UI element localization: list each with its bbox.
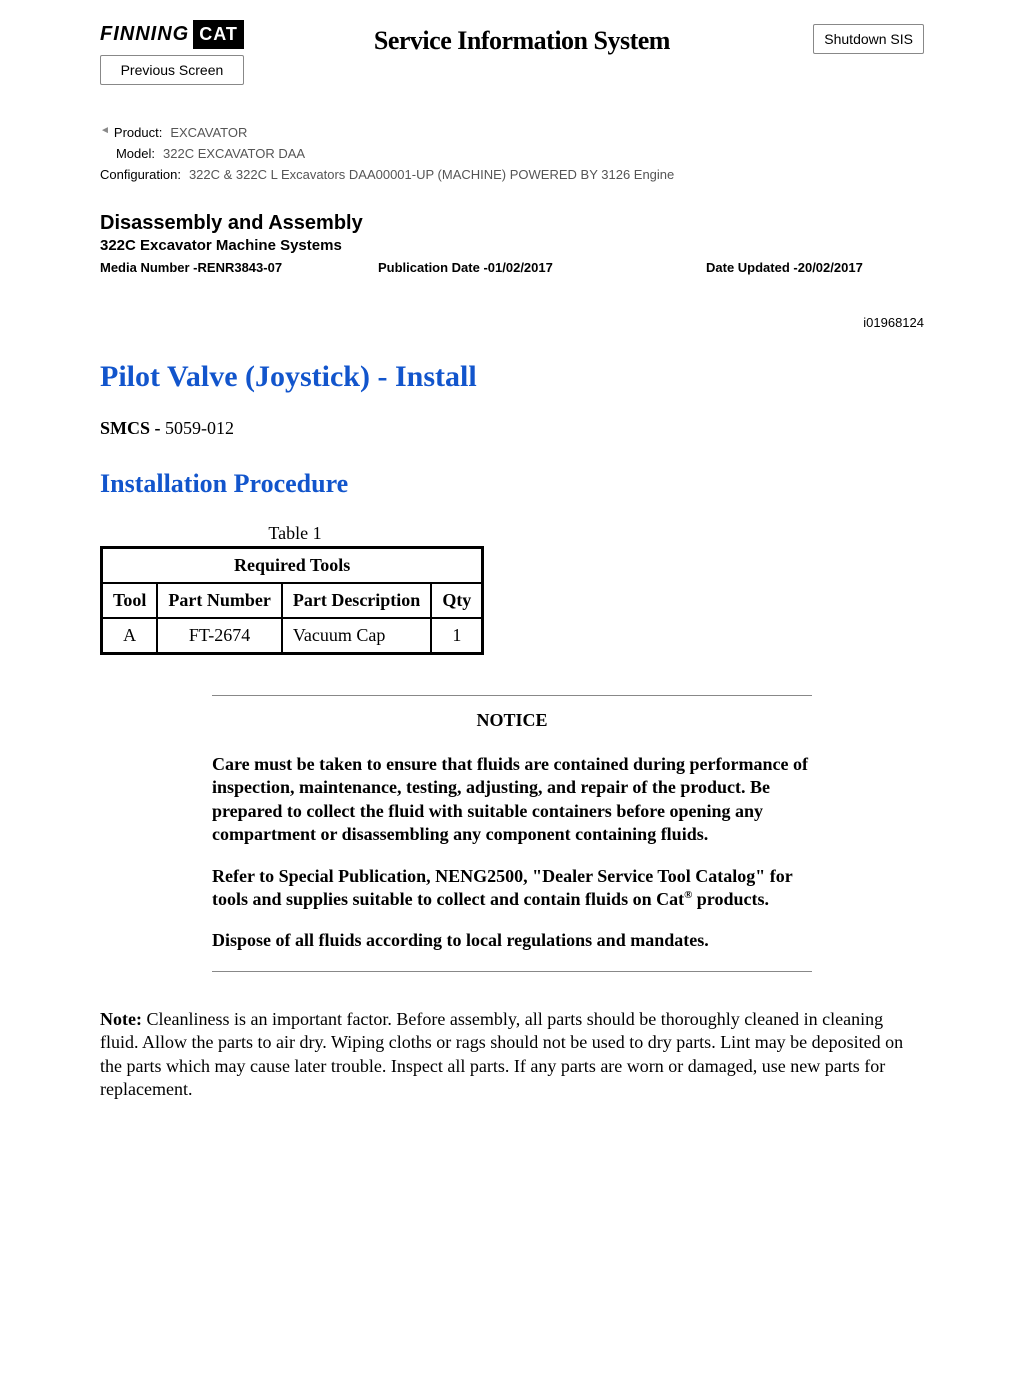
table-header-row: Tool Part Number Part Description Qty <box>102 583 483 618</box>
col-tool: Tool <box>102 583 158 618</box>
notice-title: NOTICE <box>212 710 812 731</box>
config-label: Configuration: <box>100 167 181 182</box>
back-arrow-icon[interactable]: ◄ <box>100 125 110 140</box>
publication-date: Publication Date -01/02/2017 <box>318 260 596 275</box>
meta-config-row: Configuration: 322C & 322C L Excavators … <box>100 167 924 182</box>
col-part-number: Part Number <box>157 583 281 618</box>
cell-part-description: Vacuum Cap <box>282 618 431 654</box>
cell-part-number: FT-2674 <box>157 618 281 654</box>
col-qty: Qty <box>431 583 483 618</box>
cat-badge: CAT <box>193 20 244 49</box>
smcs-line: SMCS - 5059-012 <box>100 418 924 439</box>
brand-logo: FINNING CAT <box>100 20 244 49</box>
note-label: Note: <box>100 1009 146 1029</box>
document-id: i01968124 <box>100 315 924 330</box>
product-value: EXCAVATOR <box>170 125 247 140</box>
note-text: Cleanliness is an important factor. Befo… <box>100 1009 903 1099</box>
header-row: FINNING CAT Previous Screen Service Info… <box>100 20 924 85</box>
shutdown-sis-button[interactable]: Shutdown SIS <box>813 24 924 54</box>
meta-product-row: ◄ Product: EXCAVATOR <box>100 125 924 140</box>
brand-text: FINNING <box>100 23 193 46</box>
notice-p2: Refer to Special Publication, NENG2500, … <box>212 865 812 912</box>
article-title: Pilot Valve (Joystick) - Install <box>100 360 924 394</box>
previous-screen-button[interactable]: Previous Screen <box>100 55 244 85</box>
col-part-description: Part Description <box>282 583 431 618</box>
notice-hr-bottom <box>212 971 812 972</box>
smcs-label: SMCS - <box>100 418 165 438</box>
cell-qty: 1 <box>431 618 483 654</box>
procedure-heading: Installation Procedure <box>100 469 924 499</box>
model-value: 322C EXCAVATOR DAA <box>163 146 305 161</box>
media-number: Media Number -RENR3843-07 <box>100 260 318 275</box>
notice-hr-top <box>212 695 812 696</box>
section-title: Disassembly and Assembly <box>100 212 924 235</box>
notice-p2-post: products. <box>692 889 769 909</box>
page-container: FINNING CAT Previous Screen Service Info… <box>0 0 1024 1159</box>
notice-block: NOTICE Care must be taken to ensure that… <box>212 695 812 972</box>
cell-tool: A <box>102 618 158 654</box>
model-label: Model: <box>100 146 155 161</box>
notice-p1: Care must be taken to ensure that fluids… <box>212 753 812 847</box>
publication-row: Media Number -RENR3843-07 Publication Da… <box>100 260 924 275</box>
sis-title: Service Information System <box>374 26 670 56</box>
config-value: 322C & 322C L Excavators DAA00001-UP (MA… <box>189 167 674 182</box>
smcs-value: 5059-012 <box>165 418 234 438</box>
product-label: Product: <box>114 125 162 140</box>
table-row: A FT-2674 Vacuum Cap 1 <box>102 618 483 654</box>
section-subtitle: 322C Excavator Machine Systems <box>100 237 924 254</box>
required-tools-table: Required Tools Tool Part Number Part Des… <box>100 546 484 655</box>
note-paragraph: Note: Cleanliness is an important factor… <box>100 1008 924 1102</box>
meta-block: ◄ Product: EXCAVATOR Model: 322C EXCAVAT… <box>100 125 924 182</box>
meta-model-row: Model: 322C EXCAVATOR DAA <box>100 146 924 161</box>
logo-block: FINNING CAT Previous Screen <box>100 20 244 85</box>
table-caption: Table 1 <box>100 523 490 544</box>
date-updated: Date Updated -20/02/2017 <box>596 260 924 275</box>
table-title: Required Tools <box>102 548 483 584</box>
notice-p3: Dispose of all fluids according to local… <box>212 929 812 952</box>
